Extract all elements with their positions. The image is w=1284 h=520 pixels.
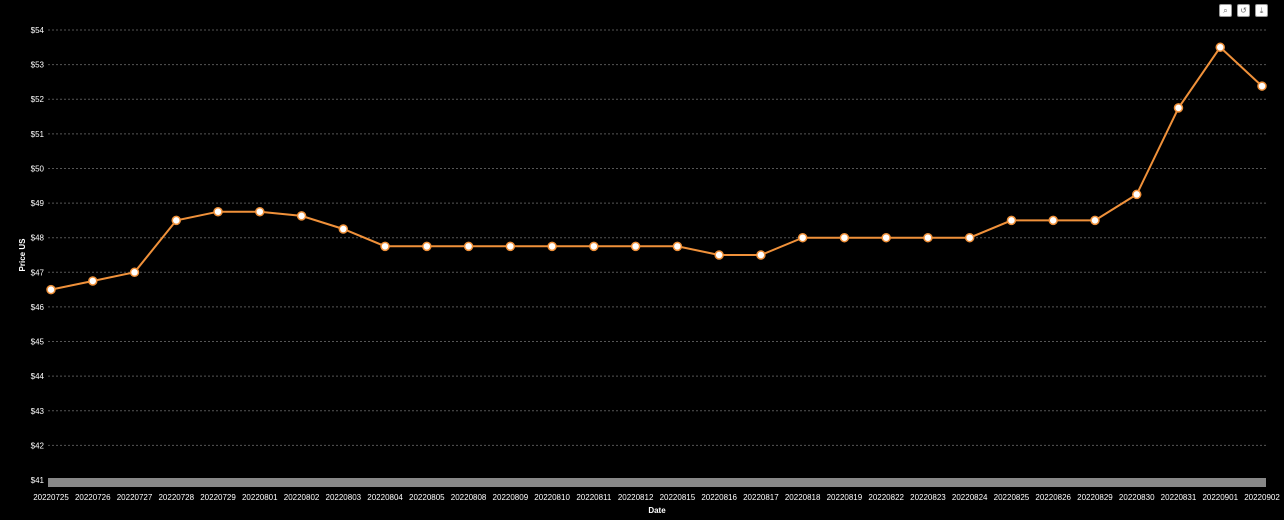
x-scrollbar[interactable] (48, 478, 1266, 487)
data-point[interactable] (839, 232, 850, 243)
x-tick-label: 20220830 (1119, 493, 1155, 502)
data-point[interactable] (380, 241, 390, 252)
y-tick-label: $47 (31, 268, 45, 277)
x-axis-title: Date (648, 506, 666, 515)
series-line (50, 45, 1263, 291)
x-tick-label: 20220726 (75, 493, 111, 502)
y-tick-label: $45 (31, 338, 45, 347)
x-tick-label: 20220801 (242, 493, 278, 502)
x-tick-label: 20220804 (367, 493, 403, 502)
data-point[interactable] (756, 250, 766, 260)
x-tick-label: 20220729 (200, 493, 236, 502)
x-tick-label: 20220812 (618, 493, 654, 502)
x-tick-label: 20220831 (1161, 493, 1197, 502)
data-point[interactable] (213, 206, 223, 217)
data-point[interactable] (422, 241, 432, 252)
x-tick-label: 20220810 (534, 493, 570, 502)
x-axis-ticks: 20220725 20220726 20220727 20220728 20220729… (33, 493, 1280, 502)
x-tick-label: 20220802 (284, 493, 320, 502)
data-point[interactable] (1090, 215, 1100, 226)
download-icon[interactable]: ⤓ (1255, 4, 1268, 17)
data-point[interactable] (1131, 189, 1142, 200)
y-tick-label: $54 (31, 26, 45, 35)
data-point[interactable] (547, 241, 557, 252)
y-tick-label: $46 (31, 303, 45, 312)
zoom-icon[interactable]: ⌕ (1219, 4, 1232, 17)
y-axis-title: Price US (18, 238, 27, 272)
data-point[interactable] (1173, 103, 1184, 113)
x-tick-label: 20220819 (827, 493, 863, 502)
grid-lines (48, 29, 1266, 481)
y-tick-label: $41 (31, 476, 45, 485)
x-tick-label: 20220727 (117, 493, 153, 502)
data-point[interactable] (1006, 215, 1017, 226)
x-tick-label: 20220902 (1244, 493, 1280, 502)
data-point[interactable] (964, 232, 975, 243)
data-point[interactable] (46, 284, 56, 295)
y-tick-label: $49 (31, 199, 45, 208)
data-point[interactable] (1048, 215, 1058, 226)
data-point[interactable] (1215, 42, 1225, 53)
x-tick-label: 20220829 (1077, 493, 1113, 502)
y-tick-label: $50 (31, 164, 45, 173)
x-tick-label: 20220824 (952, 493, 988, 502)
data-point[interactable] (672, 241, 683, 252)
data-points (46, 42, 1267, 295)
reset-icon[interactable]: ↺ (1237, 4, 1250, 17)
data-point[interactable] (255, 206, 265, 217)
chart-toolbar: ⌕ ↺ ⤓ (1219, 4, 1268, 17)
y-axis-ticks: $41 $42 $43 $44 $45 $46 $47 $48 $49 $50 $51 $52 $53 $… (31, 26, 45, 485)
data-point[interactable] (129, 267, 140, 278)
y-tick-label: $42 (31, 441, 45, 450)
x-tick-label: 20220816 (701, 493, 737, 502)
data-point[interactable] (630, 241, 641, 252)
y-tick-label: $53 (31, 61, 45, 70)
x-tick-label: 20220808 (451, 493, 487, 502)
data-point[interactable] (296, 211, 307, 221)
y-tick-label: $44 (31, 372, 45, 381)
x-tick-label: 20220815 (660, 493, 696, 502)
data-point[interactable] (797, 232, 808, 243)
x-tick-label: 20220823 (910, 493, 946, 502)
y-tick-label: $43 (31, 407, 45, 416)
data-point[interactable] (589, 241, 599, 252)
x-tick-label: 20220809 (493, 493, 529, 502)
data-point[interactable] (171, 215, 182, 226)
x-tick-label: 20220805 (409, 493, 445, 502)
x-tick-label: 20220818 (785, 493, 821, 502)
data-point[interactable] (505, 241, 516, 252)
data-point[interactable] (714, 250, 724, 260)
data-point[interactable] (463, 241, 474, 252)
data-point[interactable] (881, 232, 891, 243)
data-point[interactable] (1257, 81, 1267, 91)
data-point[interactable] (88, 276, 98, 286)
x-tick-label: 20220803 (326, 493, 362, 502)
data-point[interactable] (338, 224, 349, 234)
x-tick-label: 20220811 (576, 493, 612, 502)
x-tick-label: 20220826 (1035, 493, 1071, 502)
y-tick-label: $48 (31, 234, 45, 243)
x-tick-label: 20220822 (868, 493, 904, 502)
x-tick-label: 20220817 (743, 493, 779, 502)
y-tick-label: $51 (31, 130, 45, 139)
y-tick-label: $52 (31, 95, 45, 104)
x-tick-label: 20220728 (158, 493, 194, 502)
x-tick-label: 20220901 (1202, 493, 1238, 502)
data-point[interactable] (923, 232, 933, 243)
x-tick-label: 20220825 (994, 493, 1030, 502)
x-tick-label: 20220725 (33, 493, 69, 502)
